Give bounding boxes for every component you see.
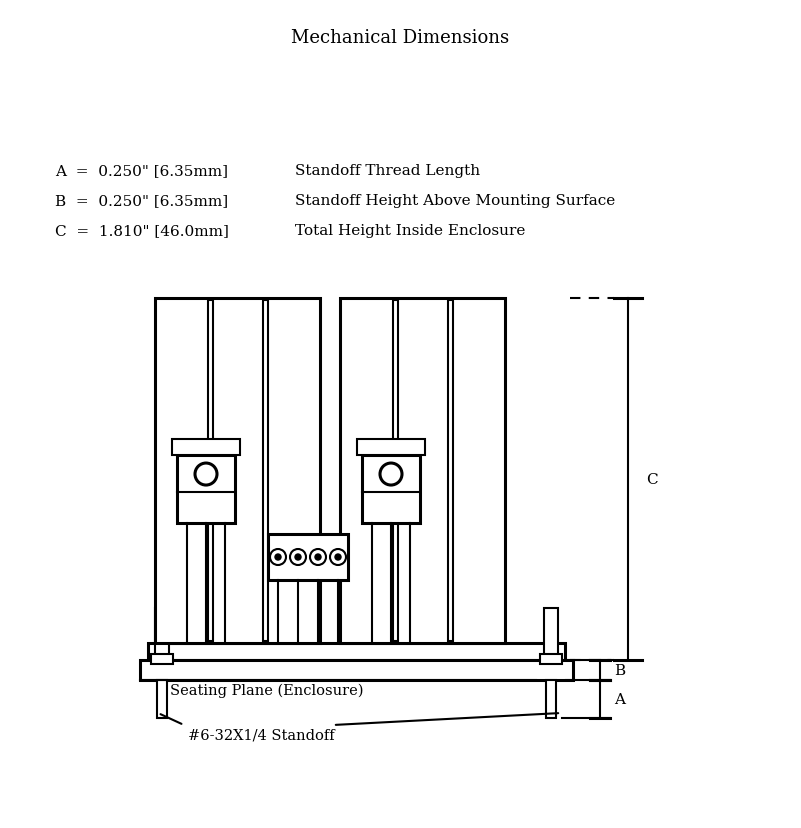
Bar: [340, 299, 505, 643]
Bar: [362, 455, 420, 523]
Text: A  =  0.250" [6.35mm]: A = 0.250" [6.35mm]: [55, 164, 228, 178]
Bar: [357, 440, 425, 455]
Circle shape: [295, 554, 301, 561]
Text: Standoff Thread Length: Standoff Thread Length: [295, 164, 480, 178]
Text: #6-32X1/4 Standoff: #6-32X1/4 Standoff: [188, 728, 335, 742]
Bar: [157, 680, 167, 718]
Circle shape: [335, 554, 341, 561]
Bar: [393, 301, 398, 641]
Text: B  =  0.250" [6.35mm]: B = 0.250" [6.35mm]: [55, 194, 228, 208]
Bar: [448, 301, 453, 641]
Bar: [155, 299, 320, 643]
Text: C  =  1.810" [46.0mm]: C = 1.810" [46.0mm]: [55, 224, 229, 238]
Bar: [140, 660, 573, 680]
Bar: [155, 609, 169, 660]
Bar: [151, 654, 173, 664]
Text: Mechanical Dimensions: Mechanical Dimensions: [291, 29, 509, 47]
Text: A: A: [614, 692, 625, 706]
Text: B: B: [614, 663, 625, 677]
Text: Total Height Inside Enclosure: Total Height Inside Enclosure: [295, 224, 525, 238]
Bar: [208, 301, 213, 641]
Bar: [177, 455, 235, 523]
Bar: [172, 440, 240, 455]
Circle shape: [275, 554, 281, 561]
Bar: [546, 680, 556, 718]
Text: Seating Plane (Enclosure): Seating Plane (Enclosure): [170, 683, 364, 697]
Circle shape: [315, 554, 321, 561]
Text: C: C: [646, 473, 658, 486]
Bar: [544, 609, 558, 660]
Text: Standoff Height Above Mounting Surface: Standoff Height Above Mounting Surface: [295, 194, 615, 208]
Bar: [268, 534, 348, 580]
Bar: [540, 654, 562, 664]
Bar: [148, 643, 565, 660]
Bar: [263, 301, 268, 641]
